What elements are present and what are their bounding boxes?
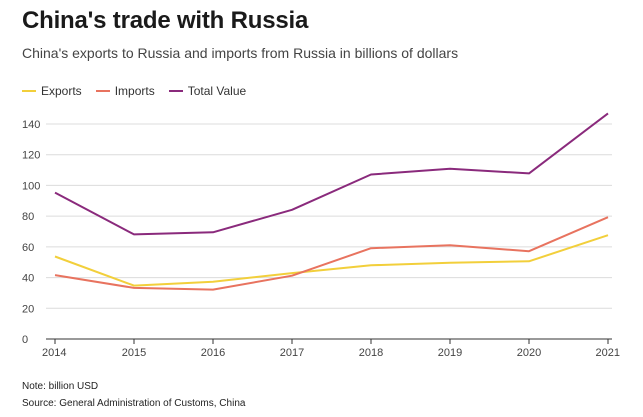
series-line-exports [54, 234, 609, 287]
footnote: Note: billion USD [22, 381, 99, 392]
y-tick-label-120: 120 [22, 150, 40, 162]
x-tick-label-2018: 2018 [359, 347, 383, 359]
x-tick-label-2017: 2017 [280, 347, 304, 359]
x-tick-label-2015: 2015 [122, 347, 146, 359]
legend-item-total-value: Total Value [168, 84, 247, 98]
y-tick-label-140: 140 [22, 119, 40, 131]
chart-subtitle: China's exports to Russia and imports fr… [22, 45, 459, 61]
y-tick-label-40: 40 [22, 273, 34, 285]
x-tick-label-2016: 2016 [201, 347, 225, 359]
chart-title: China's trade with Russia [22, 7, 309, 34]
x-tick-label-2021: 2021 [596, 347, 620, 359]
legend-swatch-exports [22, 90, 36, 92]
legend-item-exports: Exports [22, 84, 82, 98]
x-tick-label-2014: 2014 [42, 347, 66, 359]
x-tick-label-2019: 2019 [438, 347, 462, 359]
y-tick-label-20: 20 [22, 303, 34, 315]
y-tick-label-100: 100 [22, 180, 40, 192]
series-line-imports [54, 216, 609, 291]
y-tick-label-60: 60 [22, 242, 34, 254]
legend-label-exports: Exports [41, 84, 82, 98]
source-note: Source: General Administration of Custom… [22, 398, 246, 409]
y-tick-label-0: 0 [22, 334, 28, 346]
legend-swatch-imports [95, 90, 110, 92]
y-tick-label-80: 80 [22, 211, 34, 223]
legend-swatch-total-value [168, 90, 183, 92]
legend-item-imports: Imports [95, 84, 155, 98]
legend-label-imports: Imports [114, 84, 155, 98]
x-tick-label-2020: 2020 [517, 347, 541, 359]
legend: Exports Imports Total Value [22, 84, 260, 98]
series-line-total-value [54, 112, 609, 236]
legend-label-total-value: Total Value [187, 84, 247, 98]
